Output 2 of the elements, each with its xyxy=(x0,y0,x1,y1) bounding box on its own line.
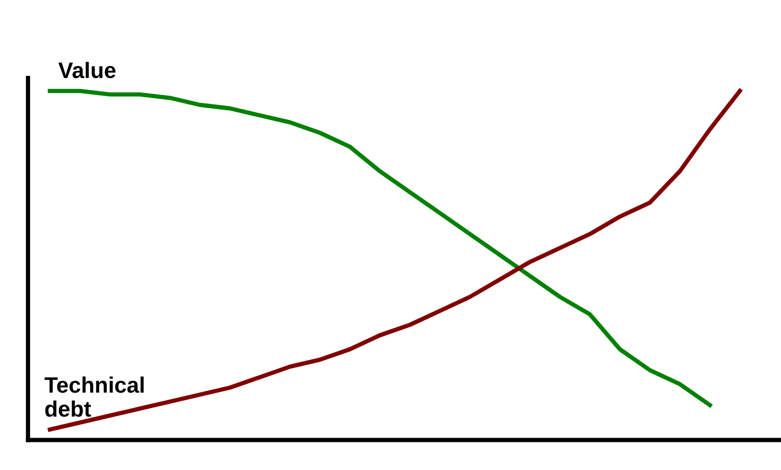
series-label: Value xyxy=(58,62,116,78)
series-label: Technical debt xyxy=(44,376,144,417)
